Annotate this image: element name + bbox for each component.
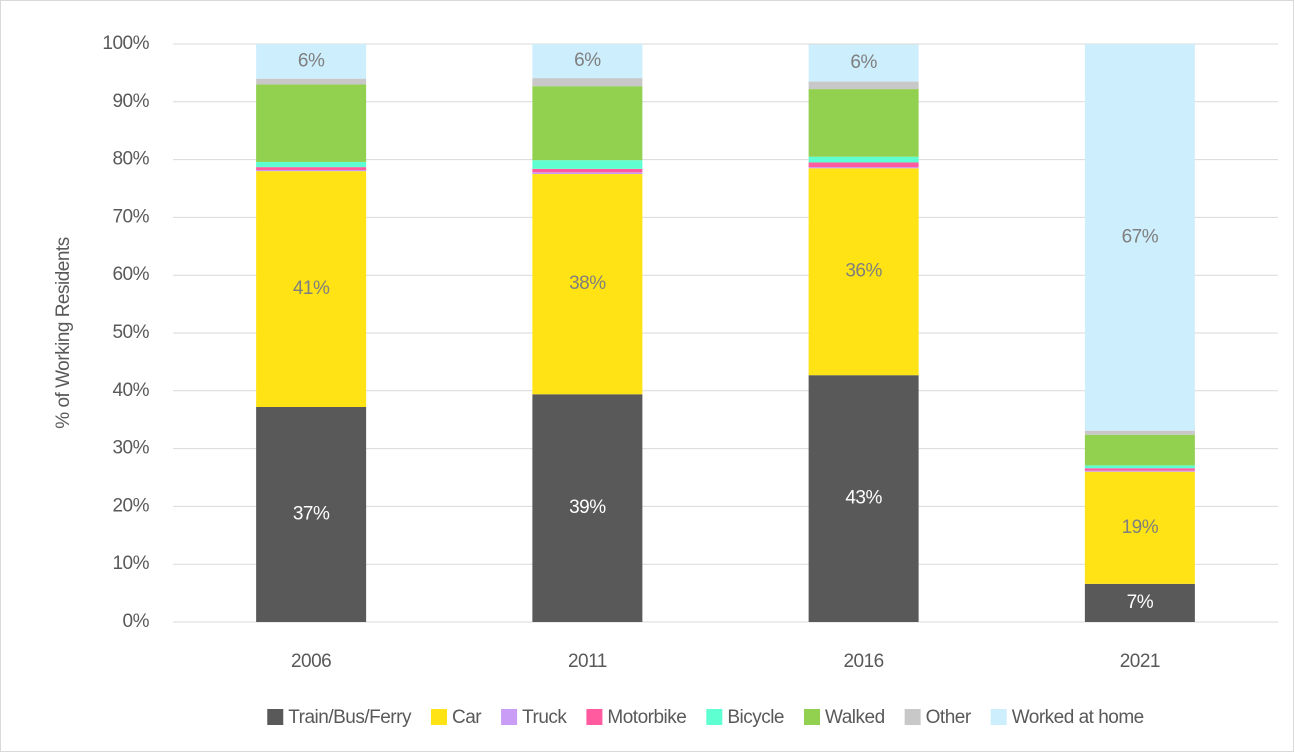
bar-segment (532, 86, 643, 161)
bar-segment (1084, 44, 1195, 431)
bar-segment (532, 174, 643, 395)
bar-segment (808, 81, 919, 90)
legend-label: Truck (522, 707, 567, 728)
bar-segment (1084, 468, 1195, 471)
data-label: 39% (569, 497, 606, 518)
bar-segment (808, 375, 919, 622)
bar-segment (1084, 430, 1195, 435)
bar-segment (256, 406, 367, 622)
x-tick-label: 2021 (1120, 651, 1160, 672)
bar-segment (808, 89, 919, 157)
bar-segment (256, 78, 367, 85)
legend-swatch (430, 709, 447, 725)
bar-segment (532, 160, 643, 169)
y-axis-label: % of Working Residents (53, 237, 74, 428)
data-label: 67% (1122, 226, 1159, 247)
legend-swatch (904, 709, 921, 725)
bar-segment (256, 171, 367, 407)
data-label: 38% (569, 273, 606, 294)
legend-swatch (804, 709, 820, 725)
data-label: 43% (845, 488, 882, 509)
y-tick-label: 60% (112, 264, 149, 285)
legend-label: Train/Bus/Ferry (288, 707, 412, 728)
legend-label: Walked (825, 707, 885, 728)
bar-segment (256, 44, 367, 79)
bar-segment (808, 162, 919, 168)
bar-segment (808, 44, 919, 82)
bar-segment (532, 168, 643, 173)
bar-segment (808, 168, 919, 376)
y-tick-label: 0% (123, 611, 150, 632)
bar-segment (532, 78, 643, 87)
bar-segment (808, 156, 919, 163)
legend: Train/Bus/Ferry Car Truck Motorbike Bicycle W… (267, 707, 1144, 728)
data-label: 41% (293, 278, 330, 299)
bar-segment (808, 167, 919, 169)
bar-segment (532, 44, 643, 79)
bar-segment (256, 161, 367, 168)
bar-segment (532, 394, 643, 622)
data-label: 19% (1122, 517, 1159, 538)
legend-label: Worked at home (1012, 707, 1144, 728)
data-label: 6% (298, 50, 325, 71)
y-tick-label: 50% (112, 322, 149, 343)
legend-label: Other (926, 707, 972, 728)
data-label: 7% (1127, 592, 1154, 613)
y-tick-label: 90% (112, 91, 149, 112)
bar-segment (256, 167, 367, 171)
y-tick-label: 100% (102, 33, 149, 54)
bar-segment (1084, 583, 1195, 622)
legend-label: Bicycle (727, 707, 784, 728)
legend-swatch (706, 709, 723, 725)
bar-segment (256, 84, 367, 162)
x-tick-label: 2006 (291, 651, 331, 672)
bar-segment (1084, 434, 1195, 466)
bar-segment (1084, 465, 1195, 469)
bar-segment (256, 170, 367, 172)
bar-segment (1084, 471, 1195, 584)
y-tick-label: 40% (112, 380, 149, 401)
y-tick-label: 30% (112, 438, 149, 459)
y-tick-label: 10% (112, 553, 149, 574)
bar-segment (532, 172, 643, 175)
y-tick-label: 20% (112, 495, 149, 516)
legend-label: Motorbike (607, 707, 686, 728)
x-tick-label: 2011 (568, 651, 607, 672)
legend-label: Car (452, 707, 482, 728)
data-label: 6% (574, 50, 601, 71)
data-label: 36% (845, 261, 882, 282)
data-label: 6% (850, 52, 877, 73)
y-tick-label: 70% (112, 206, 149, 227)
y-tick-label: 80% (112, 149, 149, 170)
legend-swatch (990, 709, 1007, 725)
data-label: 37% (293, 504, 330, 525)
legend-swatch (501, 709, 518, 725)
bar-segment (1084, 470, 1195, 472)
legend-swatch (267, 709, 284, 725)
x-tick-label: 2016 (843, 651, 883, 672)
legend-swatch (586, 709, 603, 725)
